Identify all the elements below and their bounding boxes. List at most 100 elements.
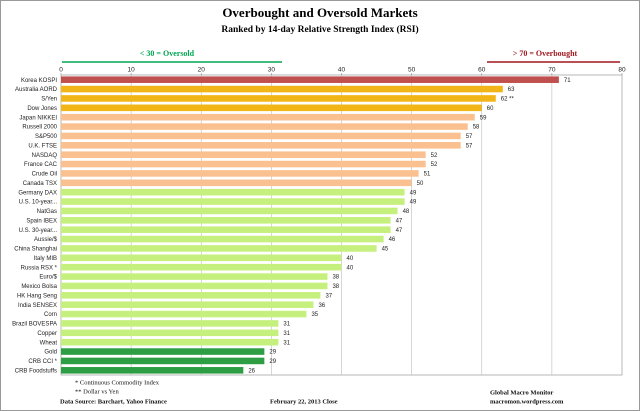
category-label: HK Hang Seng (17, 293, 57, 299)
category-label: Germany DAX (18, 190, 57, 196)
bar (61, 310, 307, 318)
bar (61, 226, 391, 233)
brand: Global Macro Monitor (490, 389, 554, 396)
category-label: France CAC (24, 162, 58, 168)
value-label: 38 (332, 275, 339, 281)
bar (61, 142, 461, 149)
x-tick-label: 50 (408, 67, 416, 74)
value-label: 36 (318, 303, 325, 309)
value-label: 49 (410, 190, 417, 196)
category-label: Copper (37, 331, 57, 337)
bar (61, 254, 342, 262)
footnote: * Continuous Commodity Index (75, 379, 160, 386)
footnote: ** Dollar vs Yen (75, 388, 119, 395)
value-label: 63 (508, 87, 515, 93)
date: February 22, 2013 Close (270, 398, 338, 405)
value-label: 38 (332, 284, 339, 290)
x-tick-label: 80 (618, 67, 626, 74)
category-label: Spain IBEX (26, 218, 57, 224)
category-label: U.S. 30-year... (19, 228, 58, 234)
category-label: CRB CCI * (28, 359, 57, 365)
x-tick-label: 60 (478, 67, 486, 74)
category-label: NASDAQ (32, 153, 58, 159)
bar (61, 263, 342, 271)
bar (61, 85, 503, 93)
value-label: 26 (248, 368, 255, 374)
value-label: 29 (269, 350, 276, 356)
category-label: Dow Jones (27, 106, 57, 112)
x-tick-label: 0 (59, 67, 63, 74)
value-label: 45 (382, 247, 389, 253)
bar (61, 179, 412, 187)
bar (61, 207, 398, 215)
category-label: Australia AORD (15, 87, 58, 93)
value-label: 51 (424, 172, 431, 178)
url: macromon.wordpress.com (490, 398, 564, 405)
value-label: 40 (347, 256, 354, 262)
value-label: 47 (396, 218, 403, 224)
value-label: 60 (487, 106, 494, 112)
bar (61, 104, 482, 112)
category-label: Italy MIB (34, 256, 57, 262)
category-label: U.S. 10-year... (19, 200, 58, 206)
value-label: 57 (466, 134, 473, 140)
category-label: Japan NIKKEI (19, 115, 57, 121)
bar (61, 160, 426, 168)
chart-subtitle: Ranked by 14-day Relative Strength Index… (221, 24, 418, 35)
bar (61, 151, 426, 158)
category-label: Gold (44, 350, 57, 356)
category-label: China Shanghai (14, 247, 57, 253)
value-label: 31 (283, 331, 290, 337)
bar (61, 188, 405, 196)
value-label: 71 (564, 78, 571, 84)
bar (61, 357, 265, 365)
category-label: S&P500 (35, 134, 58, 140)
bar (61, 198, 405, 205)
value-label: 35 (311, 312, 318, 318)
bar (61, 132, 461, 140)
bar (61, 348, 265, 355)
category-label: Corn (44, 312, 57, 318)
value-label: 40 (347, 265, 354, 271)
overbought-label: > 70 = Overbought (513, 49, 578, 58)
x-tick-label: 10 (128, 67, 136, 74)
x-tick-label: 70 (548, 67, 556, 74)
bar (61, 235, 384, 243)
value-label: 46 (389, 237, 396, 243)
value-label: 48 (403, 209, 410, 215)
x-tick-label: 40 (338, 67, 346, 74)
bar (61, 273, 328, 280)
category-label: Aussie/$ (34, 237, 58, 243)
value-label: 31 (283, 322, 290, 328)
bar (61, 245, 377, 252)
value-label: 31 (283, 340, 290, 346)
category-label: Russell 2000 (22, 125, 57, 131)
bar (61, 170, 419, 177)
value-label: 57 (466, 143, 473, 149)
value-label: 29 (269, 359, 276, 365)
category-label: Russia RSX * (21, 265, 58, 271)
x-tick-label: 30 (268, 67, 276, 74)
bar (61, 320, 279, 327)
bar (61, 292, 321, 299)
category-label: Euro/$ (39, 275, 57, 281)
category-label: U.K. FTSE (28, 143, 57, 149)
bar (61, 76, 559, 83)
bar (61, 301, 314, 308)
value-label: 52 (431, 153, 438, 159)
value-label: 62 ** (501, 97, 515, 103)
value-label: 47 (396, 228, 403, 234)
source: Data Source: Barchart, Yahoo Finance (60, 398, 167, 405)
category-label: CRB Foodstuffs (15, 368, 57, 374)
category-label: India SENSEX (18, 303, 57, 309)
value-label: 52 (431, 162, 438, 168)
value-label: 37 (325, 293, 332, 299)
oversold-label: < 30 = Oversold (140, 49, 195, 58)
category-label: Canada TSX (23, 181, 57, 187)
chart-title: Overbought and Oversold Markets (222, 5, 417, 20)
category-label: Wheat (40, 340, 58, 346)
bar (61, 367, 244, 374)
value-label: 59 (480, 115, 487, 121)
bar (61, 338, 279, 346)
